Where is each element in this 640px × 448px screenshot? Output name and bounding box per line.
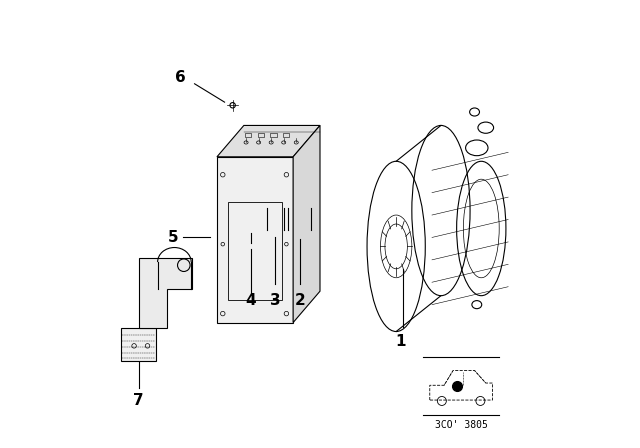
Text: 2: 2: [294, 293, 305, 308]
Polygon shape: [293, 125, 320, 323]
Text: 7: 7: [133, 393, 144, 408]
Bar: [228, 202, 282, 300]
Bar: [245, 133, 252, 137]
Polygon shape: [121, 328, 157, 361]
Bar: [283, 133, 289, 137]
Text: 3CO' 3805: 3CO' 3805: [435, 420, 488, 430]
Polygon shape: [217, 157, 293, 323]
Text: 1: 1: [396, 334, 406, 349]
Bar: [258, 133, 264, 137]
Polygon shape: [217, 125, 320, 157]
Text: 5: 5: [167, 230, 178, 245]
Text: 3: 3: [270, 293, 280, 308]
Polygon shape: [139, 258, 192, 328]
Text: 4: 4: [245, 293, 256, 308]
Bar: [270, 133, 276, 137]
Text: 6: 6: [175, 69, 186, 85]
